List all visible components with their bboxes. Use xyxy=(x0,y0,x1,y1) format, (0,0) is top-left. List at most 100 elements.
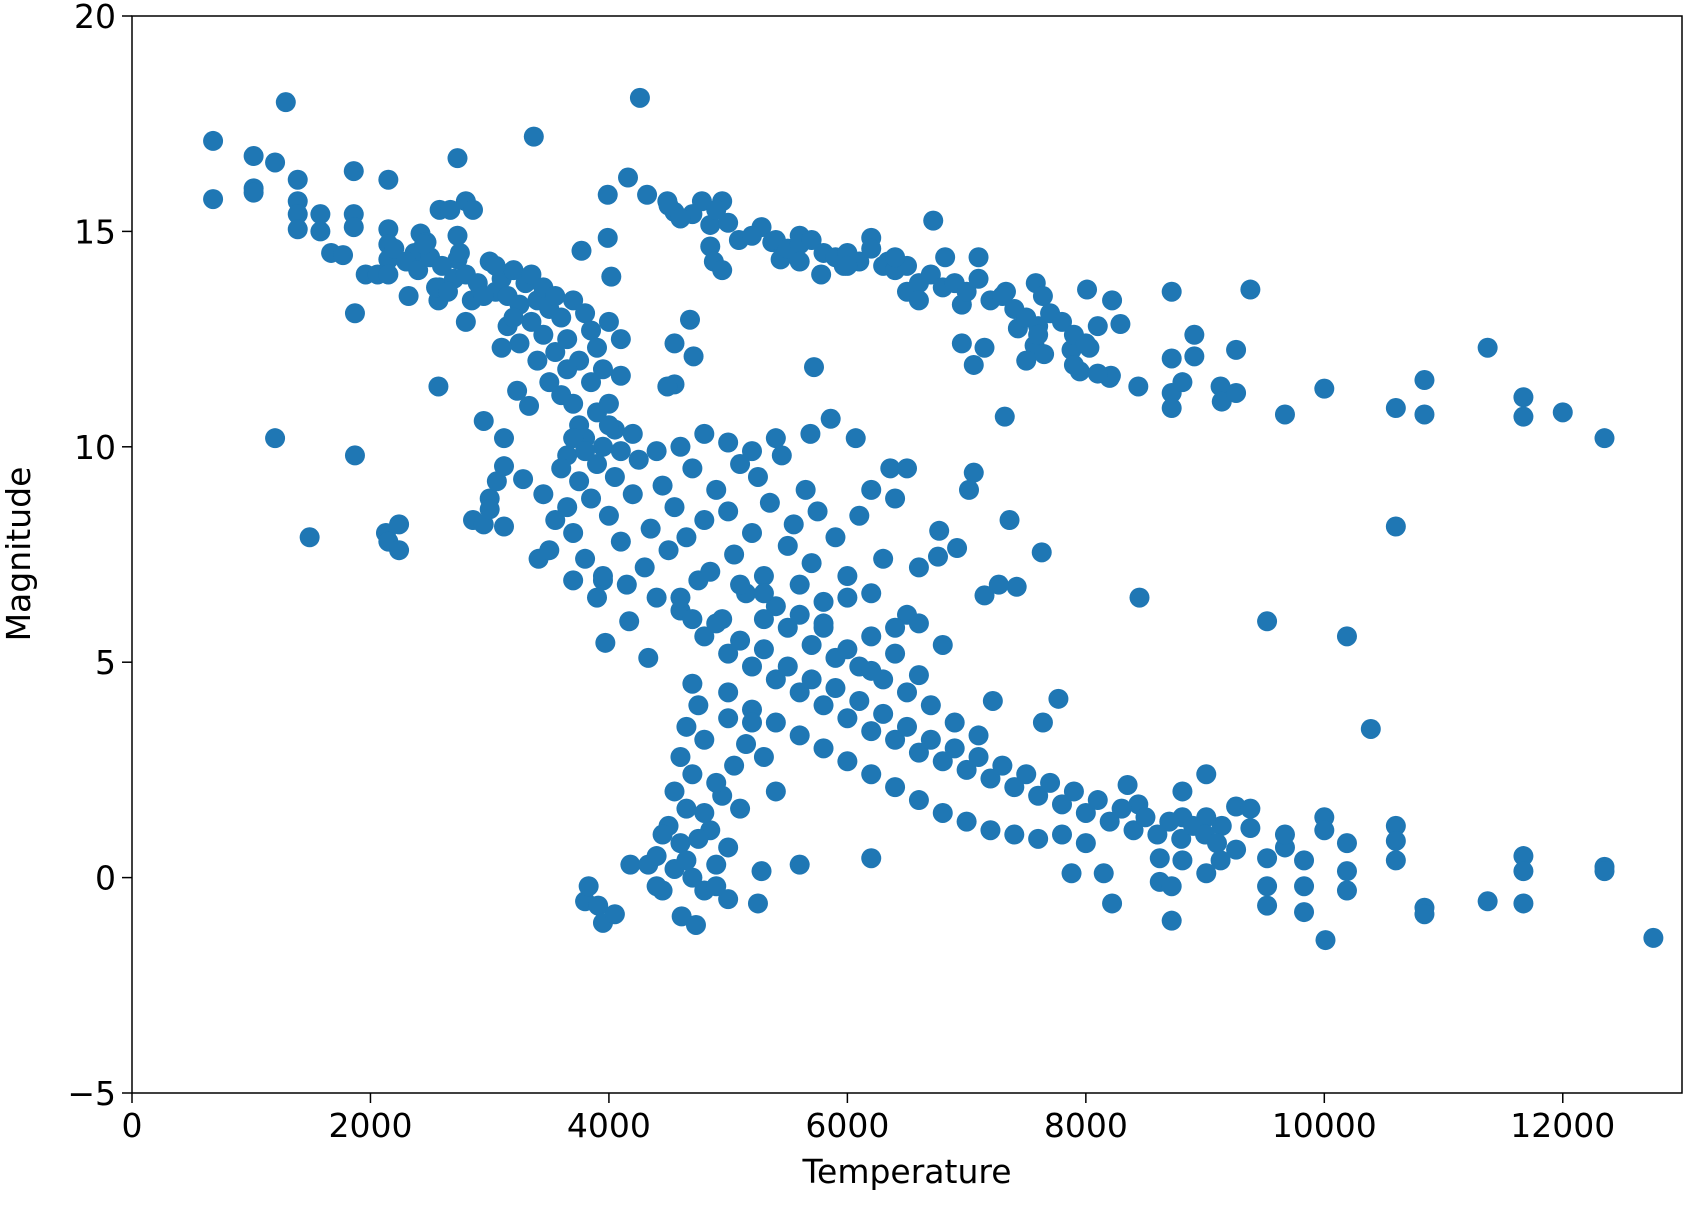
scatter-point xyxy=(800,423,821,444)
scatter-point xyxy=(694,729,715,750)
scatter-point xyxy=(1093,863,1114,884)
scatter-point xyxy=(1117,774,1138,795)
scatter-point xyxy=(1210,376,1231,397)
scatter-point xyxy=(1257,895,1278,916)
scatter-point xyxy=(1052,824,1072,845)
scatter-point xyxy=(1336,861,1357,882)
scatter-point xyxy=(801,634,822,655)
scatter-point xyxy=(753,746,774,767)
x-tick-label: 10000 xyxy=(1272,1106,1377,1145)
scatter-point xyxy=(622,484,643,505)
scatter-point xyxy=(503,307,524,328)
scatter-point xyxy=(299,527,320,548)
scatter-point xyxy=(920,695,941,716)
scatter-point xyxy=(551,458,572,479)
scatter-point xyxy=(1336,626,1357,647)
scatter-point xyxy=(646,441,667,462)
scatter-point xyxy=(718,643,739,664)
scatter-point xyxy=(813,591,834,612)
scatter-point xyxy=(1052,311,1072,332)
scatter-point xyxy=(947,538,968,559)
scatter-point xyxy=(664,781,685,802)
scatter-point xyxy=(473,410,494,431)
scatter-point xyxy=(1102,290,1123,311)
scatter-point xyxy=(753,639,774,660)
scatter-point xyxy=(724,755,745,776)
scatter-point xyxy=(1159,811,1180,832)
scatter-point xyxy=(265,152,286,173)
scatter-point xyxy=(680,309,700,330)
scatter-point xyxy=(920,729,941,750)
scatter-point xyxy=(789,682,810,703)
scatter-point xyxy=(494,456,514,477)
scatter-point xyxy=(1385,815,1406,836)
scatter-point xyxy=(509,333,530,354)
scatter-point xyxy=(1032,286,1053,307)
scatter-point xyxy=(1360,718,1381,739)
scatter-point xyxy=(592,359,613,380)
scatter-point xyxy=(1513,893,1534,914)
scatter-point xyxy=(1226,339,1247,360)
scatter-point xyxy=(783,514,804,535)
scatter-point xyxy=(473,286,494,307)
plot-area xyxy=(203,87,1664,951)
scatter-point xyxy=(507,380,528,401)
scatter-point xyxy=(563,428,584,449)
scatter-point xyxy=(837,566,858,587)
scatter-point xyxy=(557,497,578,518)
scatter-point xyxy=(968,268,989,289)
scatter-point xyxy=(1111,798,1132,819)
scatter-point xyxy=(598,415,619,436)
scatter-point xyxy=(885,777,906,798)
scatter-point xyxy=(619,611,640,632)
scatter-point xyxy=(1171,828,1192,849)
scatter-point xyxy=(968,725,989,746)
scatter-point xyxy=(1004,824,1025,845)
scatter-point xyxy=(682,764,703,785)
scatter-point xyxy=(1314,820,1335,841)
scatter-point xyxy=(932,802,953,823)
scatter-point xyxy=(628,449,649,470)
scatter-point xyxy=(463,199,483,220)
scatter-point xyxy=(1196,863,1217,884)
scatter-point xyxy=(652,824,673,845)
scatter-point xyxy=(670,208,691,229)
scatter-point xyxy=(513,469,534,490)
scatter-point xyxy=(897,458,917,479)
scatter-point xyxy=(801,230,822,251)
scatter-point xyxy=(557,329,578,350)
x-tick-label: 12000 xyxy=(1510,1106,1615,1145)
y-tick-label: −5 xyxy=(67,1074,116,1113)
scatter-point xyxy=(789,604,810,625)
scatter-point xyxy=(885,247,906,268)
scatter-point xyxy=(527,350,548,371)
scatter-point xyxy=(765,712,786,733)
scatter-point xyxy=(670,746,691,767)
scatter-point xyxy=(571,240,592,261)
scatter-point xyxy=(1184,324,1205,345)
scatter-point xyxy=(777,617,798,638)
scatter-point xyxy=(825,678,846,699)
scatter-point xyxy=(1274,824,1295,845)
scatter-point xyxy=(730,798,751,819)
scatter-point xyxy=(813,738,834,759)
scatter-point xyxy=(638,647,659,668)
scatter-point xyxy=(243,146,264,167)
scatter-point xyxy=(275,92,296,113)
scatter-point xyxy=(1128,376,1149,397)
plot-frame xyxy=(131,15,1683,1094)
scatter-point xyxy=(1135,807,1156,828)
scatter-point xyxy=(908,290,929,311)
scatter-point xyxy=(598,311,619,332)
scatter-point xyxy=(578,876,599,897)
scatter-point xyxy=(980,768,1001,789)
scatter-point xyxy=(751,861,772,882)
scatter-point xyxy=(1513,846,1534,867)
scatter-point xyxy=(1513,406,1534,427)
scatter-point xyxy=(563,522,584,543)
scatter-point xyxy=(700,214,721,235)
scatter-point xyxy=(646,846,667,867)
scatter-point xyxy=(849,505,870,526)
scatter-point xyxy=(959,479,979,500)
scatter-point xyxy=(861,238,882,259)
